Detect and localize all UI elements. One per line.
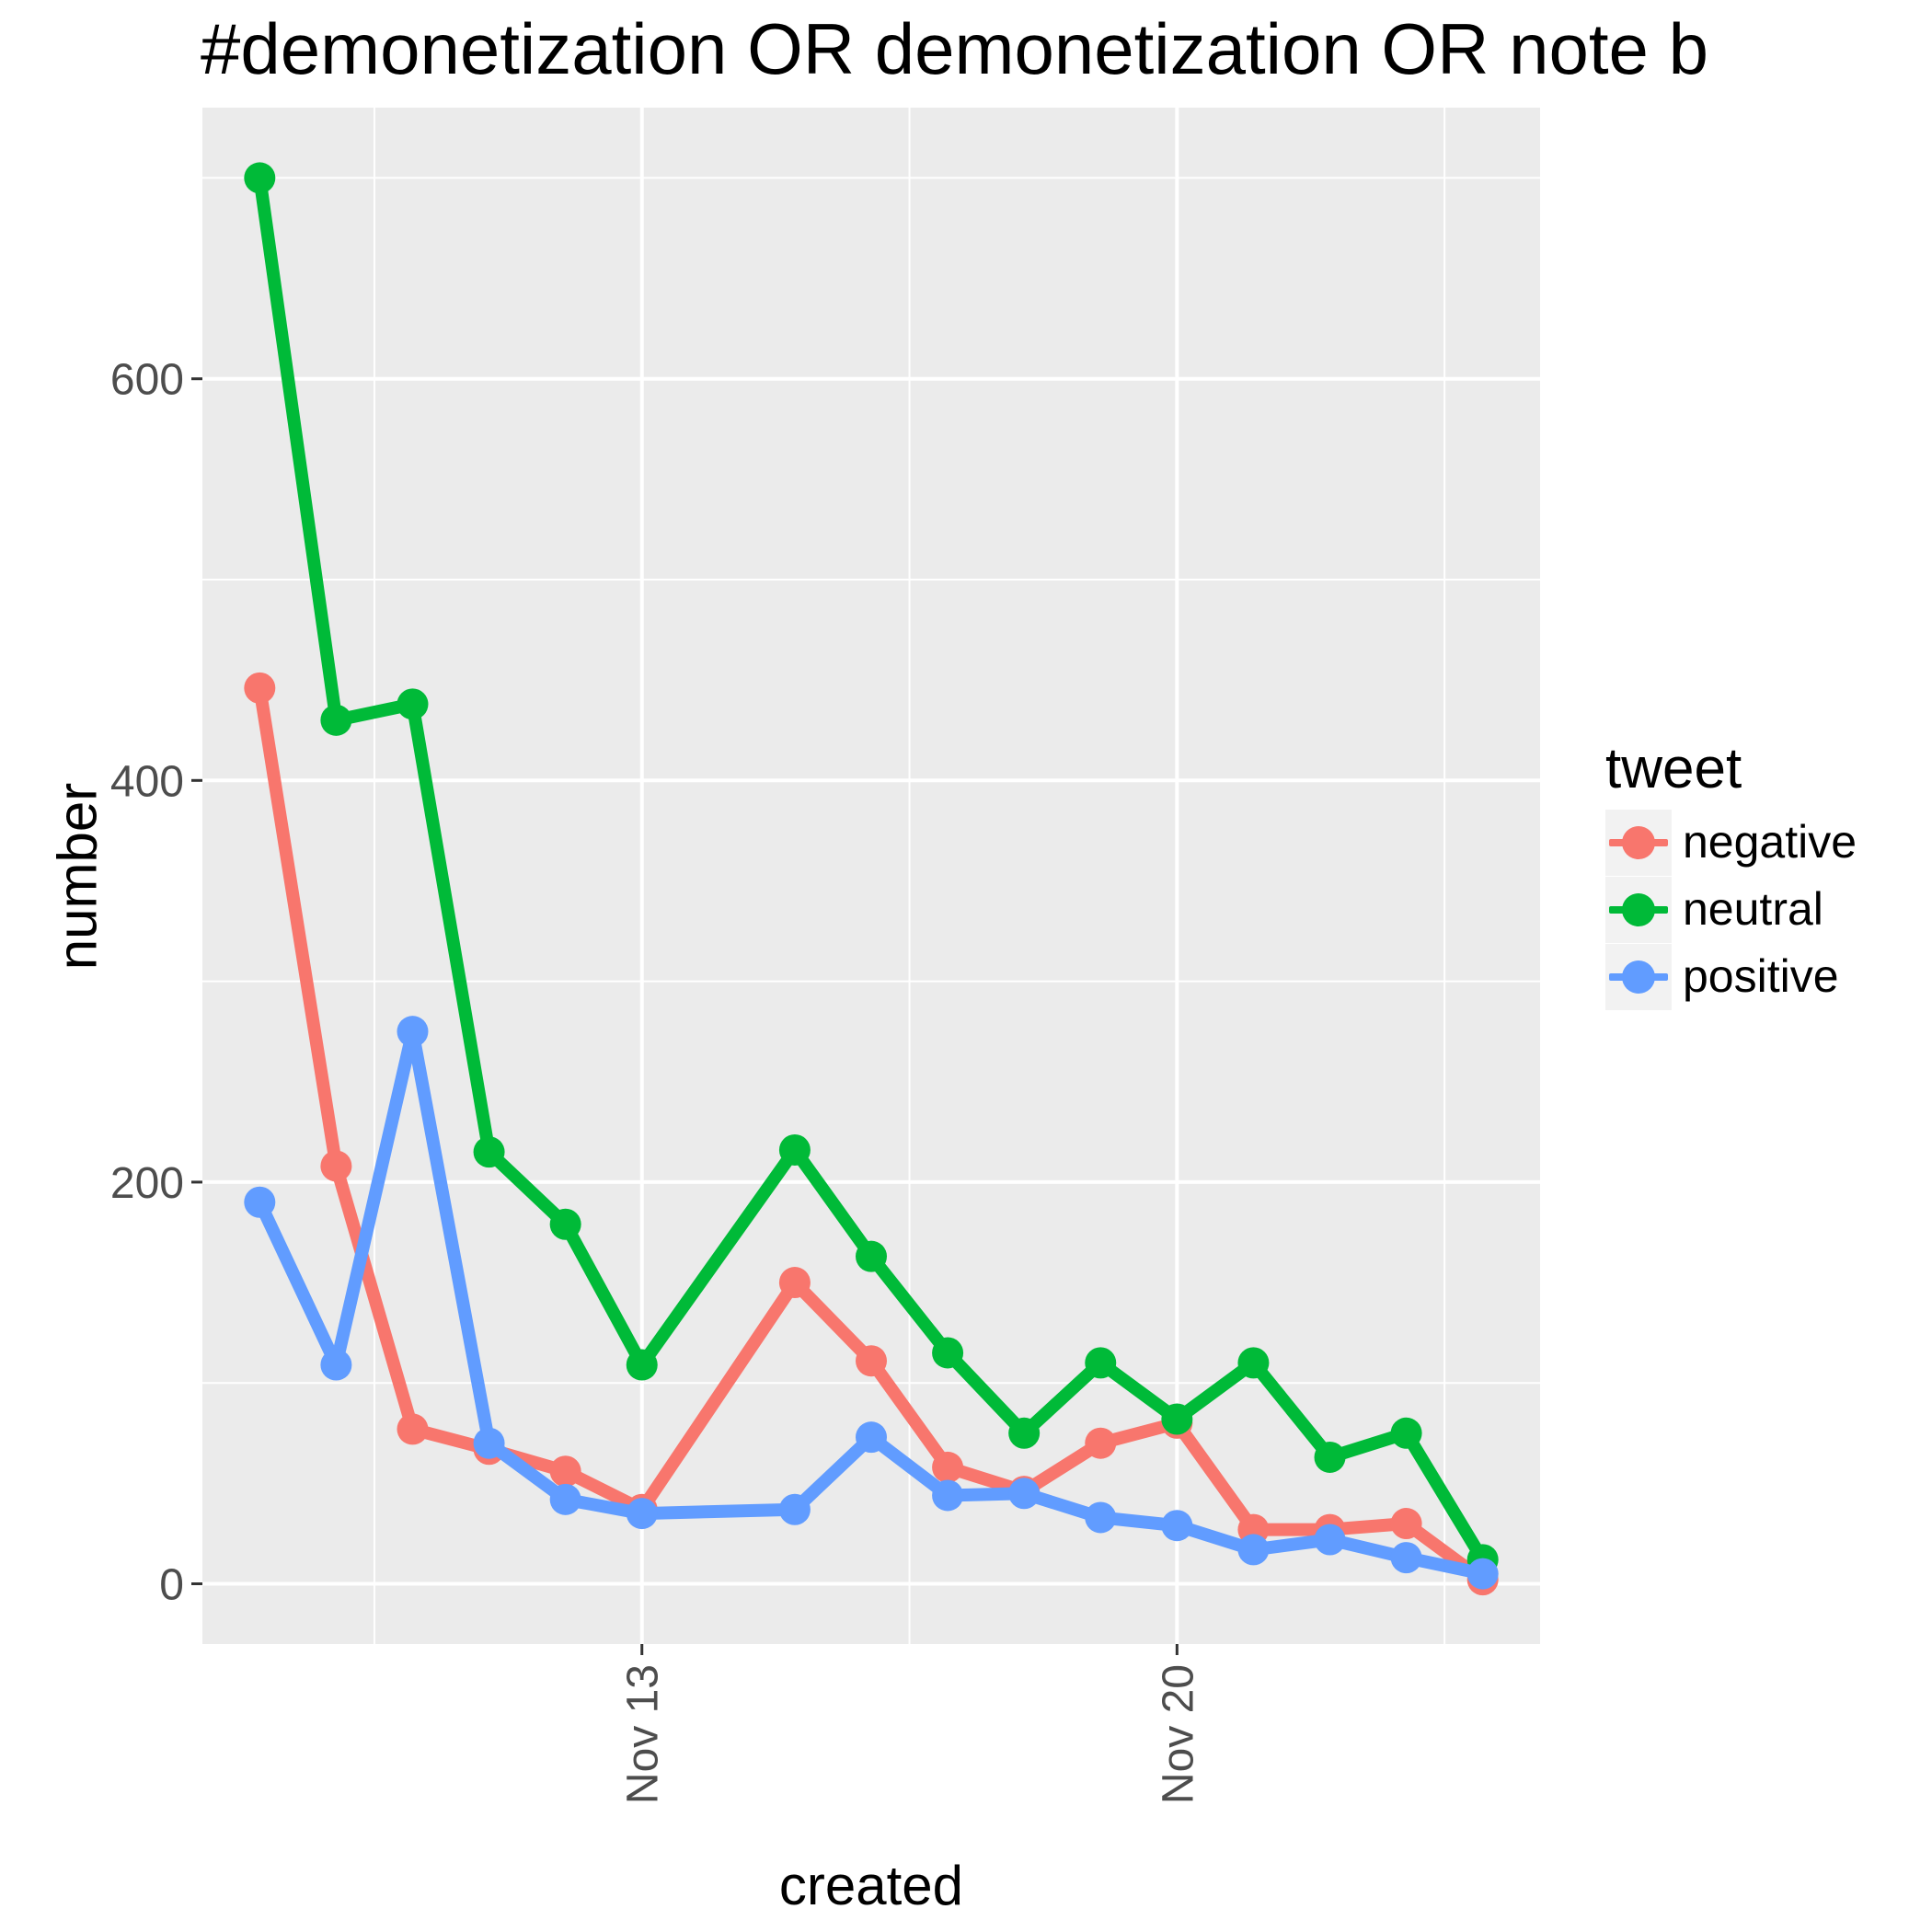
legend-key-dot: [1622, 960, 1655, 994]
data-point-neutral: [1390, 1417, 1422, 1449]
data-point-neutral: [1314, 1441, 1346, 1473]
y-tick-label: 600: [110, 356, 184, 405]
data-point-positive: [473, 1427, 505, 1459]
data-point-negative: [1390, 1508, 1422, 1540]
data-point-neutral: [473, 1136, 505, 1168]
data-point-neutral: [1008, 1417, 1041, 1449]
data-point-neutral: [397, 688, 429, 720]
data-point-neutral: [1085, 1347, 1117, 1379]
data-point-neutral: [778, 1133, 811, 1166]
data-point-neutral: [320, 704, 352, 736]
y-tick-label: 200: [110, 1159, 184, 1208]
axes: 0 200 400 600 Nov 13 Nov 20: [110, 356, 1202, 1804]
x-tick-label: Nov 20: [1154, 1664, 1202, 1804]
data-point-negative: [244, 672, 276, 704]
data-point-positive: [244, 1186, 276, 1218]
data-point-positive: [1008, 1478, 1041, 1510]
series-line-neutral: [253, 171, 1489, 1567]
y-axis-label: number: [46, 782, 109, 971]
series-line-negative: [253, 681, 1489, 1587]
legend-item-positive: positive: [1605, 944, 1909, 1010]
x-tick-label: Nov 13: [619, 1664, 668, 1804]
data-point-negative: [320, 1150, 352, 1182]
data-point-neutral: [549, 1208, 581, 1240]
data-point-neutral: [244, 162, 276, 194]
series-positive: [244, 1016, 1499, 1590]
data-point-positive: [1314, 1524, 1346, 1556]
data-point-negative: [397, 1413, 429, 1445]
data-point-negative: [856, 1345, 887, 1377]
gridlines: [202, 108, 1540, 1644]
data-point-positive: [1390, 1542, 1422, 1574]
series-line-positive: [253, 1025, 1489, 1581]
data-point-positive: [778, 1493, 811, 1525]
x-axis-label: created: [778, 1855, 964, 1916]
data-point-positive: [1466, 1558, 1499, 1590]
data-point-negative: [932, 1451, 964, 1483]
data-point-positive: [320, 1349, 352, 1381]
data-point-positive: [1237, 1534, 1270, 1566]
data-point-neutral: [626, 1349, 658, 1381]
data-point-positive: [932, 1479, 964, 1512]
data-point-negative: [778, 1267, 811, 1299]
data-point-positive: [1161, 1510, 1193, 1542]
legend-label: neutral: [1683, 883, 1823, 935]
y-tick-label: 400: [110, 757, 184, 806]
legend-key-dot: [1622, 893, 1655, 926]
data-point-negative: [549, 1455, 581, 1488]
chart-title: #demonetization OR demonetization OR not…: [201, 8, 1708, 89]
data-point-positive: [397, 1016, 429, 1048]
data-point-positive: [856, 1421, 887, 1454]
legend-item-negative: negative: [1605, 810, 1909, 876]
legend-label: negative: [1683, 816, 1857, 868]
plot-panel: [202, 108, 1540, 1644]
data-point-neutral: [1237, 1347, 1270, 1379]
data-point-neutral: [932, 1337, 964, 1369]
data-point-neutral: [856, 1240, 887, 1272]
data-point-neutral: [1161, 1403, 1193, 1435]
legend-key: [1605, 877, 1672, 943]
legend-key: [1605, 810, 1672, 876]
data-point-negative: [1085, 1427, 1117, 1459]
legend-item-neutral: neutral: [1605, 877, 1909, 943]
data-point-positive: [549, 1483, 581, 1515]
data-point-positive: [626, 1498, 658, 1530]
data-point-positive: [1085, 1501, 1117, 1534]
legend-label: positive: [1683, 950, 1839, 1002]
legend-key: [1605, 944, 1672, 1010]
series-group: [244, 162, 1499, 1596]
legend-title: tweet: [1605, 737, 1742, 800]
y-tick-label: 0: [159, 1561, 184, 1610]
legend-key-dot: [1622, 826, 1655, 859]
